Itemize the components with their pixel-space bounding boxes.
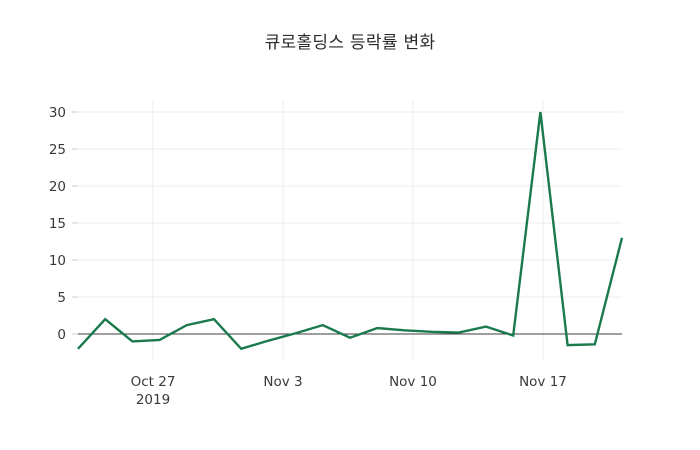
ytick-label-15: 15 bbox=[49, 216, 66, 232]
data-series-line bbox=[77, 111, 624, 351]
xtick-label-nov-3: Nov 3 bbox=[263, 374, 302, 390]
xtick-label-oct-27: Oct 27 bbox=[131, 374, 176, 390]
x-axis-tick-labels: Oct 27 2019 Nov 3 Nov 10 Nov 17 bbox=[131, 374, 567, 408]
ytick-label-10: 10 bbox=[49, 253, 66, 269]
xtick-label-nov-10: Nov 10 bbox=[389, 374, 437, 390]
vertical-gridlines bbox=[152, 100, 544, 360]
ytick-label-5: 5 bbox=[57, 290, 66, 306]
ytick-label-25: 25 bbox=[49, 142, 66, 158]
chart-title: 큐로홀딩스 등락률 변화 bbox=[264, 33, 436, 53]
ytick-label-0: 0 bbox=[57, 327, 66, 343]
ytick-label-20: 20 bbox=[49, 179, 66, 195]
ytick-label-30: 30 bbox=[49, 105, 66, 121]
xtick-label-nov-17: Nov 17 bbox=[519, 374, 567, 390]
y-axis-tick-marks bbox=[72, 111, 78, 335]
horizontal-gridlines bbox=[78, 111, 622, 335]
xtick-label-year-2019: 2019 bbox=[136, 392, 170, 408]
y-axis-tick-labels: 30 25 20 15 10 5 0 bbox=[49, 105, 66, 343]
